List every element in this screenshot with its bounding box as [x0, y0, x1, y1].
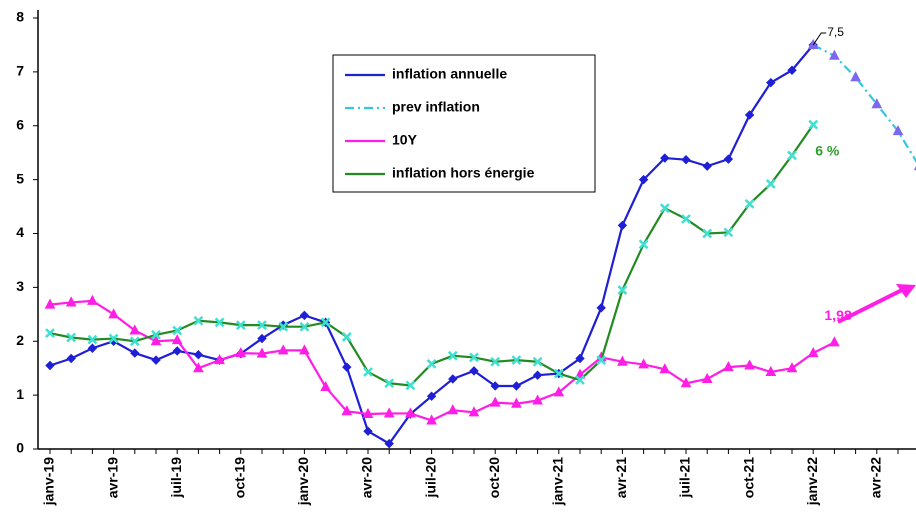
x-tick-label: janv-19: [41, 457, 57, 506]
legend-label: 10Y: [392, 132, 418, 148]
marker: [534, 371, 542, 379]
x-tick-label: avr-20: [359, 457, 375, 498]
marker: [724, 155, 732, 163]
y-tick-label: 2: [16, 332, 24, 348]
legend-label: inflation annuelle: [392, 66, 507, 82]
marker: [46, 361, 54, 369]
annotation: 1,98: [824, 307, 851, 323]
marker: [173, 347, 181, 355]
marker: [88, 344, 96, 352]
marker: [300, 311, 308, 319]
annotation: 6 %: [815, 142, 840, 158]
marker: [682, 215, 690, 223]
marker: [343, 363, 351, 371]
marker: [788, 363, 797, 372]
y-tick-label: 4: [16, 224, 24, 240]
marker: [152, 356, 160, 364]
marker: [661, 204, 669, 212]
marker: [618, 221, 626, 229]
x-tick-label: janv-21: [550, 457, 566, 506]
legend-label: inflation hors énergie: [392, 165, 535, 181]
y-tick-label: 8: [16, 9, 24, 25]
x-tick-label: oct-20: [486, 457, 502, 498]
marker: [809, 121, 817, 129]
marker: [512, 382, 520, 390]
y-tick-label: 3: [16, 278, 24, 294]
marker: [640, 240, 648, 248]
legend-label: prev inflation: [392, 99, 480, 115]
marker: [851, 72, 860, 81]
x-tick-label: oct-19: [232, 457, 248, 498]
x-tick-label: janv-22: [804, 457, 820, 506]
marker: [364, 368, 372, 376]
x-tick-label: juil-19: [168, 457, 184, 499]
marker: [767, 180, 775, 188]
y-tick-label: 0: [16, 440, 24, 456]
y-tick-label: 5: [16, 170, 24, 186]
marker: [703, 162, 711, 170]
marker: [597, 304, 605, 312]
y-tick-label: 7: [16, 63, 24, 79]
marker: [682, 156, 690, 164]
x-tick-label: janv-20: [295, 457, 311, 506]
x-tick-label: avr-21: [613, 457, 629, 498]
marker: [788, 151, 796, 159]
annotation: 7,5: [827, 25, 844, 39]
x-tick-label: avr-22: [868, 457, 884, 498]
marker: [343, 333, 351, 341]
x-tick-label: avr-19: [104, 457, 120, 498]
marker: [746, 200, 754, 208]
marker: [67, 354, 75, 362]
marker: [194, 351, 202, 359]
marker: [830, 337, 839, 346]
y-tick-label: 6: [16, 116, 24, 132]
y-tick-label: 1: [16, 386, 24, 402]
x-tick-label: oct-21: [740, 457, 756, 498]
x-tick-label: juil-21: [677, 457, 693, 499]
x-tick-label: juil-20: [422, 457, 438, 499]
